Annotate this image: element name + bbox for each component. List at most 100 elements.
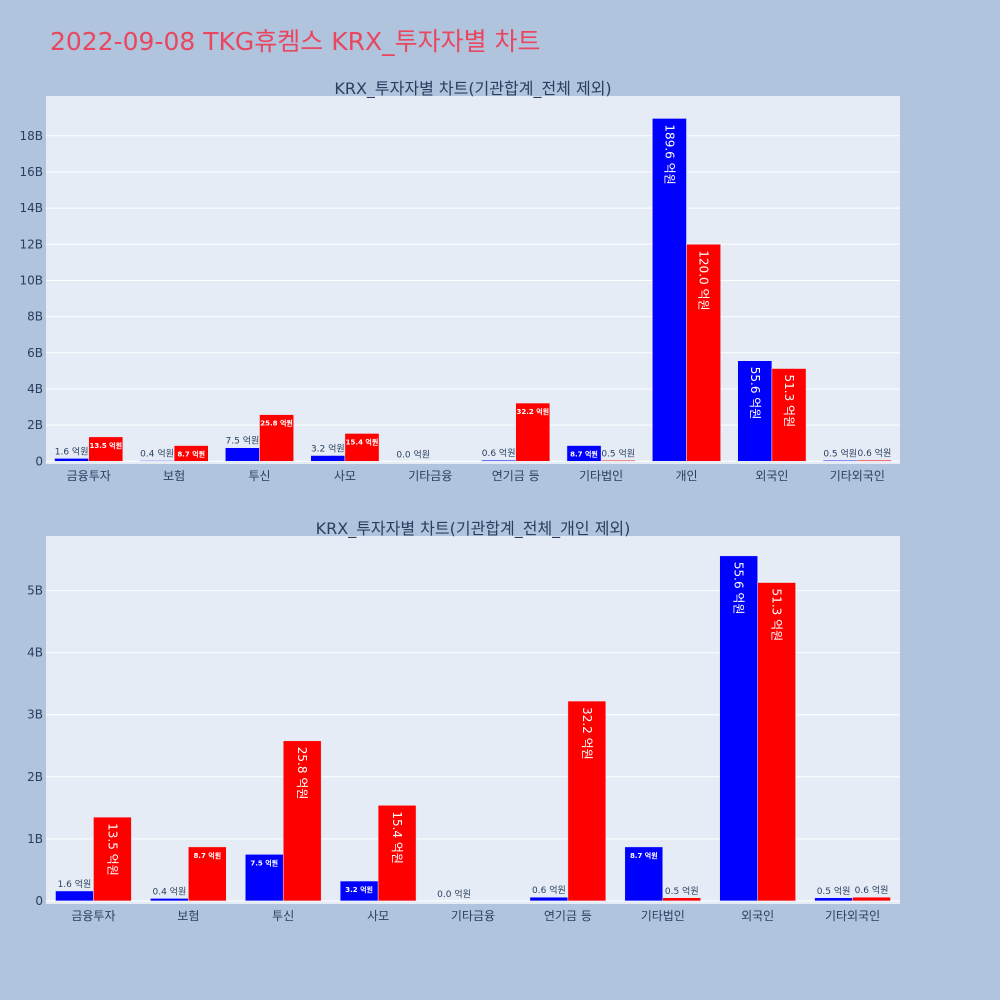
bar [852, 896, 891, 902]
bar [757, 582, 796, 902]
bar [150, 898, 189, 902]
bar-data-label: 7.5 억원 [226, 435, 260, 447]
chart-bottom: KRX_투자자별 차트(기관합계_전체_개인 제외) 0 1B 2B 3B 4B 5B 1.6… [27, 519, 900, 923]
bar [188, 846, 227, 902]
y-tick-label: 1B [27, 832, 43, 846]
bar-data-label: 0.4 억원 [140, 448, 174, 460]
bar [173, 445, 209, 462]
bar-data-label: 0.5 억원 [601, 447, 635, 459]
bar-data-label: 8.7 억원 [193, 851, 221, 860]
bar-data-label: 25.8 억원 [260, 419, 293, 428]
y-tick-label: 2B [27, 770, 43, 784]
bar-data-label: 55.6 억원 [732, 562, 746, 615]
bar [814, 897, 853, 902]
bar-data-label: 32.2 억원 [516, 407, 549, 416]
x-tick-label: 외국인 [741, 909, 774, 923]
bar [624, 846, 664, 902]
bar [567, 700, 607, 902]
chart-subtitle: KRX_투자자별 차트(기관합계_전체 제외) [334, 79, 611, 99]
y-tick-label: 0 [35, 894, 43, 908]
y-tick-label: 8B [27, 310, 43, 324]
bar [245, 854, 284, 902]
bar-data-label: 55.6 억원 [748, 367, 762, 420]
bar-data-label: 3.2 억원 [345, 885, 373, 894]
bar [662, 897, 701, 902]
x-tick-label: 기타법인 [641, 909, 685, 923]
y-tick-label: 12B [19, 237, 43, 251]
bar [737, 360, 773, 462]
chart-subtitle: KRX_투자자별 차트(기관합계_전체_개인 제외) [316, 519, 631, 539]
x-tick-label: 연기금 등 [544, 909, 592, 923]
bar-data-label: 25.8 억원 [295, 747, 309, 800]
bar-data-label: 0.6 억원 [855, 884, 889, 896]
x-tick-label: 기타외국인 [830, 469, 885, 483]
bar-data-label: 3.2 억원 [311, 443, 345, 455]
x-tick-label: 기타외국인 [825, 909, 880, 923]
x-tick-label: 기타법인 [579, 469, 623, 483]
x-tick-label: 외국인 [755, 469, 788, 483]
bar-data-label: 1.6 억원 [55, 445, 89, 457]
bar-data-label: 8.7 억원 [630, 851, 658, 860]
x-tick-label: 개인 [675, 469, 697, 483]
bar [822, 460, 858, 462]
bar-data-label: 1.6 억원 [58, 878, 92, 890]
bar-data-label: 8.7 억원 [570, 450, 598, 459]
bar-data-label: 0.4 억원 [152, 885, 186, 897]
bar [481, 459, 516, 462]
bar-data-label: 0.5 억원 [665, 885, 699, 897]
x-tick-label: 기타금융 [408, 469, 452, 483]
bar [344, 433, 380, 462]
bar-data-label: 189.6 억원 [662, 124, 676, 184]
bar [225, 447, 260, 462]
bar [93, 816, 132, 902]
y-tick-label: 18B [19, 129, 43, 143]
bar-data-label: 8.7 억원 [177, 450, 205, 459]
bar [139, 460, 175, 462]
x-tick-label: 투신 [272, 909, 294, 923]
bar-data-label: 13.5 억원 [89, 441, 122, 450]
x-tick-label: 사모 [367, 909, 389, 923]
bar-data-label: 15.4 억원 [390, 811, 404, 864]
bar-data-label: 0.5 억원 [817, 885, 851, 897]
bar [686, 244, 721, 462]
y-tick-label: 4B [27, 382, 43, 396]
bar [282, 740, 322, 902]
bar-data-label: 120.0 억원 [697, 250, 711, 310]
bar-data-label: 0.0 억원 [396, 448, 430, 460]
y-tick-label: 0 [35, 454, 43, 468]
bar [529, 896, 569, 902]
bar [719, 555, 758, 902]
y-tick-label: 4B [27, 646, 43, 660]
bar [310, 455, 346, 462]
bar-data-label: 0.6 억원 [482, 447, 516, 459]
bar-data-label: 0.5 억원 [823, 447, 857, 459]
bar-data-label: 51.3 억원 [782, 375, 796, 428]
bar [515, 402, 551, 462]
bar [566, 445, 602, 462]
bar-data-label: 32.2 억원 [580, 707, 594, 760]
bar-data-label: 7.5 억원 [250, 858, 278, 867]
y-tick-label: 6B [27, 346, 43, 360]
y-tick-label: 5B [27, 584, 43, 598]
x-tick-label: 보험 [177, 909, 199, 923]
bar-data-label: 0.0 억원 [437, 888, 471, 900]
bar [652, 118, 687, 462]
y-tick-label: 14B [19, 201, 43, 215]
x-tick-label: 투신 [248, 469, 270, 483]
bar-data-label: 0.6 억원 [532, 884, 566, 896]
x-tick-label: 사모 [334, 469, 356, 483]
y-tick-label: 16B [19, 165, 43, 179]
bar [54, 458, 89, 462]
bar-data-label: 13.5 억원 [105, 823, 119, 876]
y-tick-label: 10B [19, 273, 43, 287]
bar-data-label: 0.6 억원 [858, 447, 892, 459]
bar [259, 414, 294, 462]
bar-data-label: 51.3 억원 [770, 589, 784, 642]
chart-top: KRX_투자자별 차트(기관합계_전체 제외) 0 2B 4B 6B 8B 10B 12B 14… [19, 79, 900, 483]
bar [55, 890, 94, 902]
bar [771, 368, 807, 462]
x-tick-label: 금융투자 [71, 909, 115, 923]
bar [88, 436, 124, 462]
x-tick-label: 기타금융 [451, 909, 495, 923]
bar [600, 460, 636, 462]
